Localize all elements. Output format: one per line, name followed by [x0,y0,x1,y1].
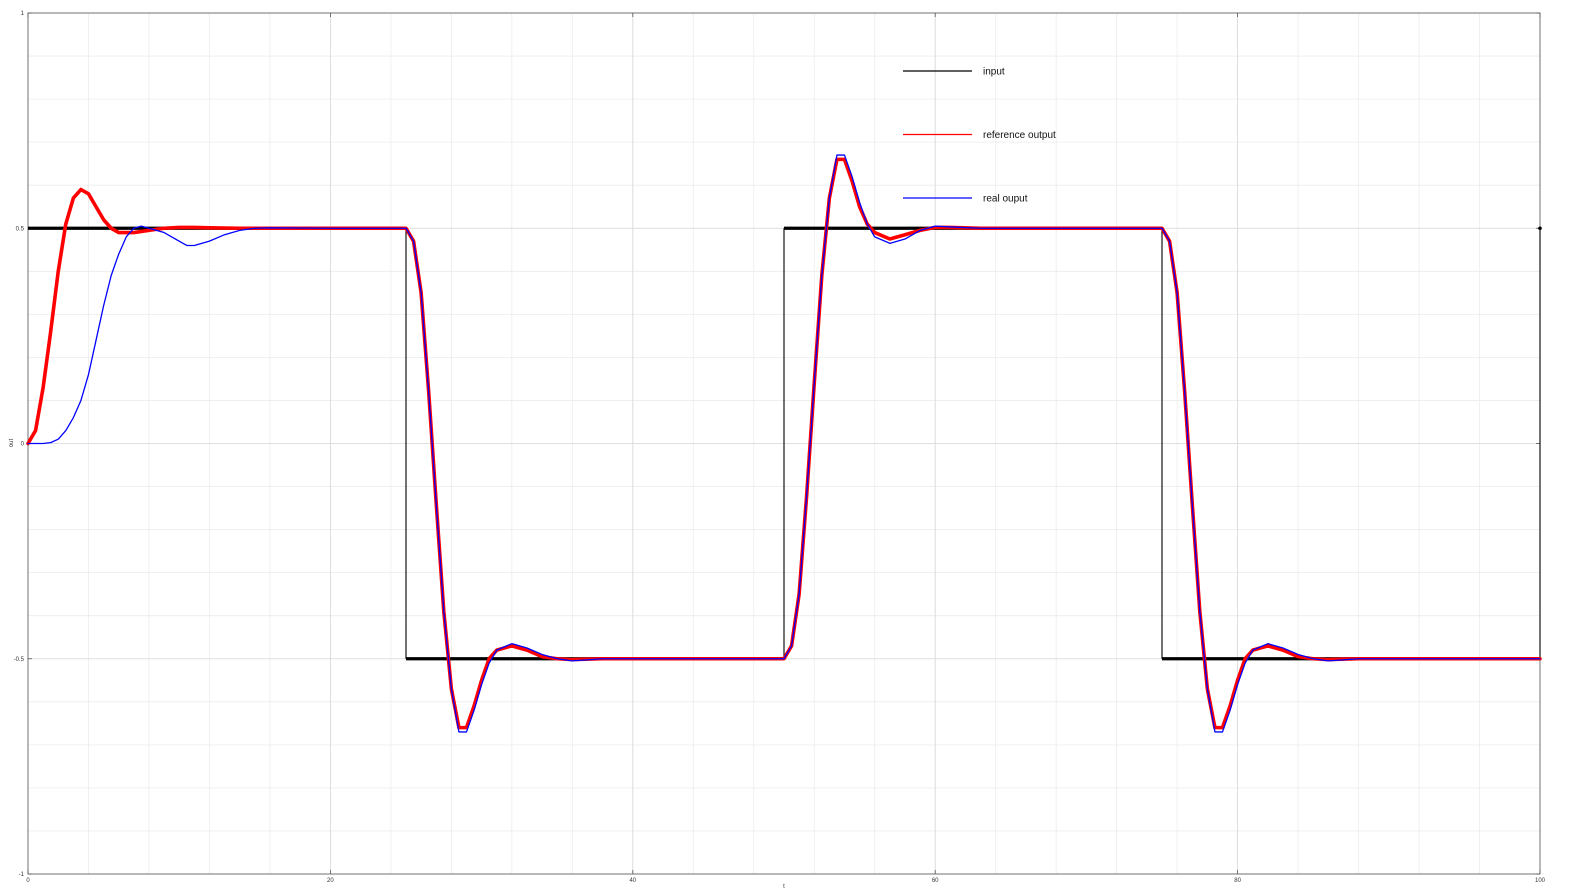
x-tick-label: 80 [1234,878,1241,884]
input-end-marker [1538,226,1542,231]
y-tick-label: 0 [21,442,25,448]
legend-label: reference output [983,130,1056,141]
legend-label: real ouput [983,194,1028,205]
x-tick-label: 40 [629,878,636,884]
x-axis-label: t [783,884,785,890]
x-tick-label: 100 [1535,878,1546,884]
series-layer [26,154,1542,733]
series-real-output [27,154,1541,733]
legend-label: input [983,67,1005,78]
x-tick-label: 60 [932,878,939,884]
legend: input reference output real ouput [903,67,1056,205]
y-tick-label: 0.5 [16,226,25,232]
x-tick-label: 20 [327,878,334,884]
y-tick-label: -1 [19,872,25,878]
y-tick-label: -0.5 [14,657,25,663]
y-axis-label: out [9,438,15,447]
x-tick-label: 0 [26,878,30,884]
y-tick-label: 1 [21,11,25,17]
